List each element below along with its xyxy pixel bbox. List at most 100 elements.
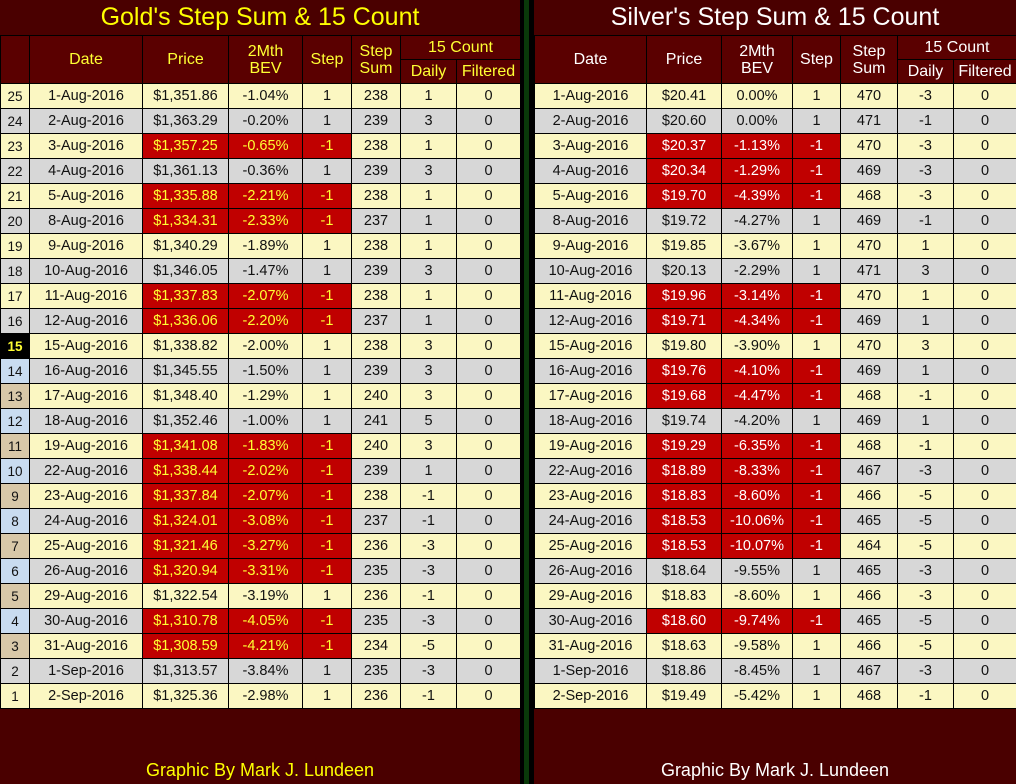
daily-cell: -5 <box>897 533 954 559</box>
step-cell: 1 <box>302 108 352 134</box>
filtered-cell: 0 <box>456 208 520 234</box>
date-cell: 10-Aug-2016 <box>29 258 143 284</box>
price-cell: $19.85 <box>646 233 722 259</box>
table-row: 16 12-Aug-2016 $1,336.06 -2.20% -1 237 1 0 <box>0 308 520 334</box>
daily-cell: 3 <box>400 433 457 459</box>
gold-footer: Graphic By Mark J. Lundeen <box>145 760 375 780</box>
filtered-cell: 0 <box>953 83 1016 109</box>
daily-cell: -1 <box>400 483 457 509</box>
stepsum-cell: 468 <box>840 683 898 709</box>
daily-cell: 1 <box>897 308 954 334</box>
stepsum-cell: 238 <box>351 233 401 259</box>
stepsum-cell: 468 <box>840 183 898 209</box>
bev-cell: -1.29% <box>228 383 303 409</box>
date-cell: 10-Aug-2016 <box>534 258 647 284</box>
price-cell: $1,322.54 <box>142 583 229 609</box>
price-cell: $1,341.08 <box>142 433 229 459</box>
stepsum-cell: 465 <box>840 558 898 584</box>
filtered-cell: 0 <box>456 458 520 484</box>
rank-cell: 23 <box>0 133 30 159</box>
price-header: Price <box>646 35 722 84</box>
table-row: 18 10-Aug-2016 $1,346.05 -1.47% 1 239 3 0 <box>0 258 520 284</box>
date-cell: 22-Aug-2016 <box>29 458 143 484</box>
stepsum-cell: 234 <box>351 633 401 659</box>
table-row: 9 23-Aug-2016 $1,337.84 -2.07% -1 238 -1 0 <box>0 483 520 509</box>
stepsum-cell: 237 <box>351 308 401 334</box>
filtered-header: Filtered <box>953 59 1016 84</box>
bev-cell: -8.45% <box>721 658 793 684</box>
bev-header: 2Mth BEV <box>228 35 303 84</box>
filtered-cell: 0 <box>456 158 520 184</box>
daily-cell: 3 <box>897 258 954 284</box>
table-row: 6 26-Aug-2016 $1,320.94 -3.31% -1 235 -3 0 <box>0 558 520 584</box>
bev-cell: 0.00% <box>721 83 793 109</box>
filtered-cell: 0 <box>953 233 1016 259</box>
date-cell: 19-Aug-2016 <box>29 433 143 459</box>
price-cell: $18.53 <box>646 508 722 534</box>
bev-cell: -10.06% <box>721 508 793 534</box>
price-cell: $18.83 <box>646 583 722 609</box>
step-cell: -1 <box>792 608 841 634</box>
daily-header: Daily <box>897 59 954 84</box>
bev-cell: -4.21% <box>228 633 303 659</box>
table-row: 19-Aug-2016 $19.29 -6.35% -1 468 -1 0 <box>534 433 1016 459</box>
price-cell: $18.89 <box>646 458 722 484</box>
bev-cell: -2.29% <box>721 258 793 284</box>
daily-cell: 1 <box>897 283 954 309</box>
price-cell: $19.71 <box>646 308 722 334</box>
table-row: 1-Aug-2016 $20.41 0.00% 1 470 -3 0 <box>534 83 1016 109</box>
price-cell: $1,324.01 <box>142 508 229 534</box>
daily-cell: 3 <box>400 383 457 409</box>
step-cell: -1 <box>792 358 841 384</box>
bev-cell: -10.07% <box>721 533 793 559</box>
daily-cell: -3 <box>897 658 954 684</box>
stepsum-cell: 468 <box>840 383 898 409</box>
table-row: 23-Aug-2016 $18.83 -8.60% -1 466 -5 0 <box>534 483 1016 509</box>
filtered-cell: 0 <box>456 583 520 609</box>
bev-cell: -8.60% <box>721 483 793 509</box>
table-row: 5 29-Aug-2016 $1,322.54 -3.19% 1 236 -1 0 <box>0 583 520 609</box>
daily-cell: 1 <box>400 183 457 209</box>
filtered-cell: 0 <box>456 108 520 134</box>
price-cell: $19.70 <box>646 183 722 209</box>
price-cell: $1,340.29 <box>142 233 229 259</box>
filtered-cell: 0 <box>456 133 520 159</box>
rank-cell: 25 <box>0 83 30 109</box>
step-cell: 1 <box>302 233 352 259</box>
filtered-cell: 0 <box>456 508 520 534</box>
stepsum-cell: 235 <box>351 608 401 634</box>
table-row: 10-Aug-2016 $20.13 -2.29% 1 471 3 0 <box>534 258 1016 284</box>
table-row: 19 9-Aug-2016 $1,340.29 -1.89% 1 238 1 0 <box>0 233 520 259</box>
step-cell: -1 <box>792 508 841 534</box>
bev-cell: -1.04% <box>228 83 303 109</box>
bev-cell: -4.39% <box>721 183 793 209</box>
date-cell: 17-Aug-2016 <box>534 383 647 409</box>
step-cell: -1 <box>792 183 841 209</box>
gold-panel: Gold's Step Sum & 15 Count Date Price 2M… <box>0 0 520 784</box>
price-cell: $1,336.06 <box>142 308 229 334</box>
stepsum-header-line1: Step <box>852 42 886 60</box>
date-cell: 23-Aug-2016 <box>29 483 143 509</box>
step-cell: 1 <box>792 558 841 584</box>
bev-cell: -4.34% <box>721 308 793 334</box>
filtered-cell: 0 <box>456 383 520 409</box>
date-cell: 31-Aug-2016 <box>534 633 647 659</box>
filtered-cell: 0 <box>953 183 1016 209</box>
step-cell: -1 <box>302 308 352 334</box>
stepsum-cell: 467 <box>840 458 898 484</box>
bev-cell: -3.90% <box>721 333 793 359</box>
date-cell: 12-Aug-2016 <box>534 308 647 334</box>
price-cell: $1,308.59 <box>142 633 229 659</box>
step-cell: -1 <box>302 458 352 484</box>
daily-cell: -3 <box>400 658 457 684</box>
stepsum-cell: 469 <box>840 208 898 234</box>
price-cell: $1,363.29 <box>142 108 229 134</box>
filtered-cell: 0 <box>953 433 1016 459</box>
daily-cell: 1 <box>400 308 457 334</box>
daily-cell: -1 <box>897 683 954 709</box>
count-group-header: 15 Count <box>400 35 520 60</box>
table-row: 2-Aug-2016 $20.60 0.00% 1 471 -1 0 <box>534 108 1016 134</box>
daily-cell: -1 <box>400 683 457 709</box>
table-row: 16-Aug-2016 $19.76 -4.10% -1 469 1 0 <box>534 358 1016 384</box>
step-cell: 1 <box>302 158 352 184</box>
